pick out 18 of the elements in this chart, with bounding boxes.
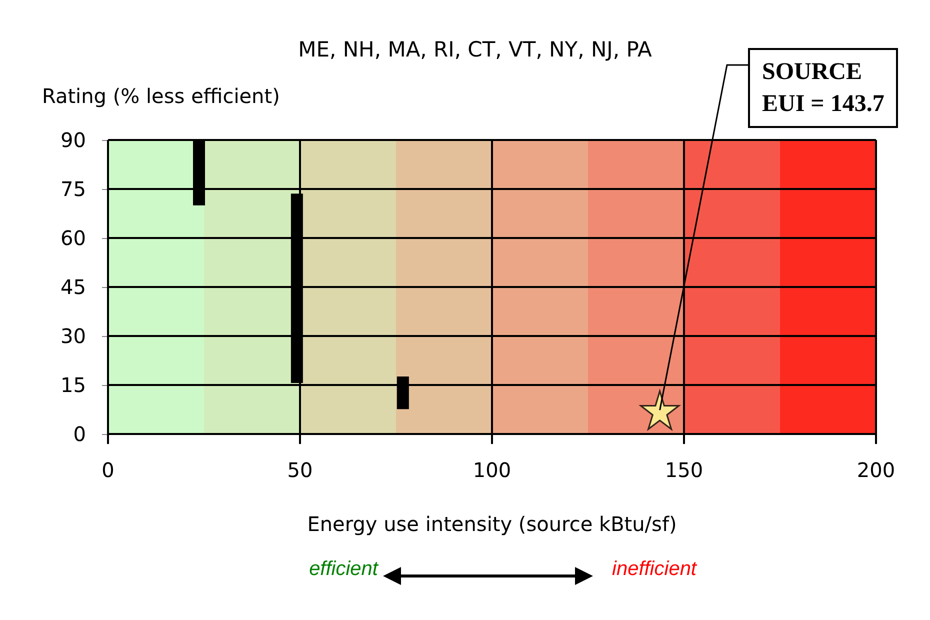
y-tick-label: 45 (60, 275, 86, 299)
x-tick-label: 200 (856, 458, 896, 482)
chart-title: ME, NH, MA, RI, CT, VT, NY, NJ, PA (298, 38, 653, 62)
text: inefficient (612, 558, 696, 581)
x-tick-label: 100 (472, 458, 512, 482)
x-tick-label: 0 (102, 458, 114, 482)
y-tick-label: 90 (60, 128, 86, 152)
x-axis-title: Energy use intensity (source kBtu/sf) (307, 512, 677, 536)
y-tick-label: 30 (60, 324, 86, 348)
text: efficient (309, 558, 378, 581)
annotation: SOURCE EUI = 143.7 (748, 48, 898, 128)
y-axis-title: Rating (% less efficient) (42, 84, 280, 108)
x-tick-label: 150 (664, 458, 704, 482)
y-tick-label: 75 (60, 177, 86, 201)
y-tick-label: 15 (60, 373, 86, 397)
x-tick-label: 50 (287, 458, 313, 482)
y-tick-label: 0 (73, 422, 86, 446)
y-tick-label: 60 (60, 226, 86, 250)
